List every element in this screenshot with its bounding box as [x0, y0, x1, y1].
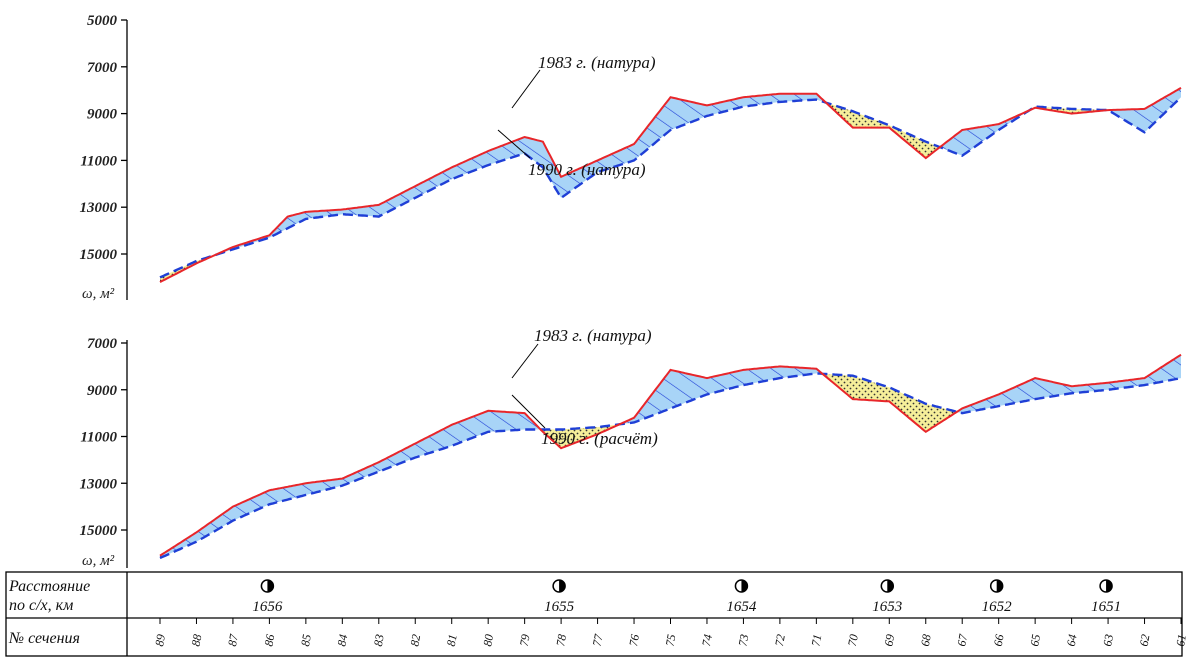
upper-y-label: ω, м²: [82, 286, 115, 302]
section-label: 88: [189, 633, 205, 647]
section-label: 67: [954, 632, 970, 647]
half-circle-fill: [1106, 580, 1113, 592]
distance-table: Расстояние по с/х, км № сечения 1656 1655…: [5, 571, 1187, 657]
upper-leader-1990: [497, 129, 531, 159]
erosion-area: [621, 366, 824, 425]
distance-header-line1: Расстояние: [8, 578, 90, 595]
lower-y-ticks: 7000 9000 11000 13000 15000: [80, 336, 127, 539]
sections-header: № сечения: [8, 630, 80, 647]
section-label: 68: [918, 633, 934, 647]
section-label: 79: [517, 633, 533, 647]
series-line-1990: [159, 96, 1182, 279]
table-border: [5, 571, 1183, 657]
km-marker: 1652: [982, 579, 1013, 615]
section-label: 85: [298, 633, 314, 647]
section-label: 61: [1173, 633, 1187, 647]
y-tick-label: 11000: [80, 153, 117, 169]
section-label: 71: [808, 633, 824, 647]
lower-annotations: 1983 г. (натура) 1990 г. (расчёт): [511, 326, 658, 448]
y-tick-label: 15000: [80, 523, 118, 539]
upper-plot-area: [159, 87, 1182, 283]
km-marker: 1651: [1091, 579, 1121, 615]
half-circle-fill: [559, 580, 566, 592]
series-line-1983: [159, 353, 1182, 557]
section-label: 64: [1064, 633, 1080, 647]
erosion-area: [940, 110, 1030, 156]
erosion-area: [214, 93, 828, 256]
km-marker: 1656: [252, 579, 283, 615]
km-marker: 1655: [544, 579, 575, 615]
deposition-area: [827, 103, 941, 159]
km-marker: 1653: [872, 579, 902, 615]
km-label: 1653: [872, 599, 902, 615]
upper-label-1990: 1990 г. (натура): [528, 160, 646, 179]
erosion-area: [958, 354, 1181, 414]
upper-leader-1983: [511, 69, 541, 109]
lower-label-1990: 1990 г. (расчёт): [541, 429, 658, 448]
km-label: 1656: [252, 599, 283, 615]
section-label: 65: [1027, 633, 1043, 647]
series-line-1990: [159, 372, 1182, 560]
section-label: 83: [371, 633, 387, 647]
section-label: 87: [225, 632, 241, 647]
lower-label-1983: 1983 г. (натура): [534, 326, 652, 345]
km-markers-row: 1656 1655 1654 1653 1652 1651: [252, 579, 1121, 615]
half-circle-fill: [741, 580, 748, 592]
half-circle-fill: [996, 580, 1003, 592]
y-tick-label: 9000: [87, 383, 118, 399]
km-label: 1655: [544, 599, 575, 615]
upper-annotations: 1983 г. (натура) 1990 г. (натура): [497, 53, 656, 179]
section-label: 70: [845, 633, 861, 647]
distance-header-line2: по с/х, км: [9, 597, 73, 614]
section-label: 84: [334, 633, 350, 647]
section-label: 80: [480, 633, 496, 647]
y-tick-label: 13000: [80, 476, 118, 492]
km-marker: 1654: [726, 579, 757, 615]
section-label: 86: [262, 633, 278, 647]
lower-y-label: ω, м²: [82, 553, 115, 569]
section-label: 76: [626, 633, 642, 647]
section-label: 81: [444, 633, 460, 647]
section-label: 62: [1137, 633, 1153, 647]
y-tick-label: 9000: [87, 107, 118, 123]
upper-y-ticks: 5000 7000 9000 11000 13000 15000: [80, 13, 127, 263]
section-label: 66: [991, 633, 1007, 647]
lower-leader-1983: [511, 343, 539, 379]
half-circle-fill: [887, 580, 894, 592]
section-label: 75: [663, 633, 679, 647]
lower-leader-1990: [511, 394, 546, 429]
section-label: 72: [772, 633, 788, 647]
y-tick-label: 7000: [87, 336, 118, 352]
km-label: 1651: [1091, 599, 1121, 615]
y-tick-label: 15000: [80, 247, 118, 263]
section-label: 74: [699, 633, 715, 647]
y-tick-label: 13000: [80, 200, 118, 216]
lower-plot-area: [159, 353, 1182, 560]
y-tick-label: 11000: [80, 430, 117, 446]
half-circle-fill: [267, 580, 274, 592]
section-label: 78: [553, 633, 569, 647]
section-label: 63: [1100, 633, 1116, 647]
km-label: 1654: [726, 599, 757, 615]
series-line-1983: [159, 87, 1182, 283]
lower-panel: 7000 9000 11000 13000 15000 ω, м² 1983 г. (н…: [80, 326, 1182, 569]
y-tick-label: 7000: [87, 60, 118, 76]
km-label: 1652: [982, 599, 1013, 615]
upper-panel: 5000 7000 9000 11000 13000 15000 ω, м² 1983 г…: [80, 13, 1182, 302]
section-label: 77: [590, 632, 606, 647]
section-label: 69: [881, 633, 897, 647]
section-label: 89: [152, 633, 168, 647]
upper-label-1983: 1983 г. (натура): [538, 53, 656, 72]
section-label: 73: [736, 633, 752, 647]
section-label: 82: [407, 633, 423, 647]
sections-row: 89 88 87 86 85 84 83 82 81 80 79 78 77 76 75 74 73 72 71 70…: [152, 618, 1187, 647]
y-tick-label: 5000: [87, 13, 118, 29]
